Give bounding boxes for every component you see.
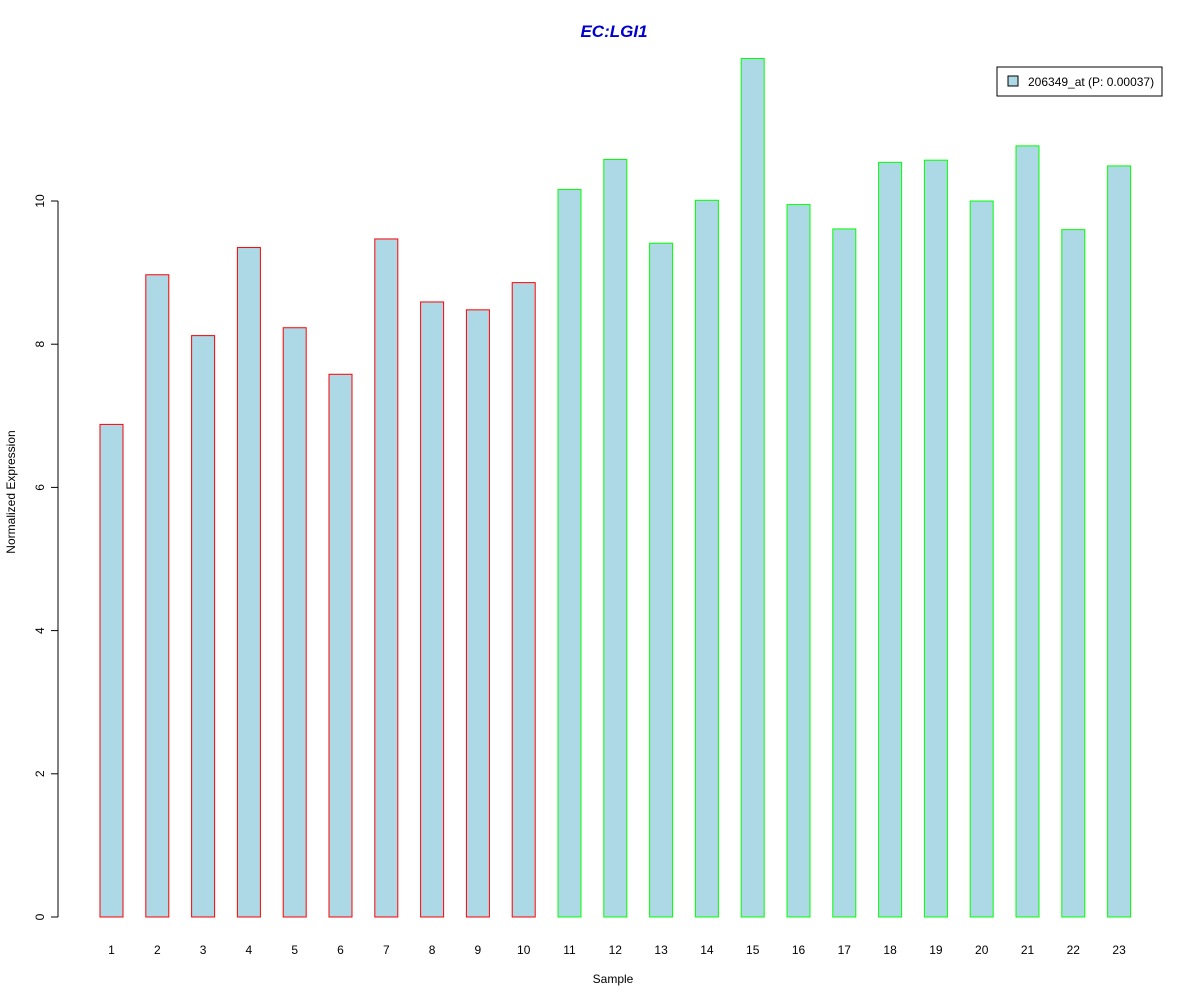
x-tick-label: 15	[746, 943, 760, 957]
bars-group	[99, 58, 1132, 918]
chart-title: EC:LGI1	[580, 22, 647, 41]
bar	[923, 159, 948, 918]
y-tick-label: 2	[33, 770, 47, 777]
x-tick-label: 11	[563, 943, 576, 957]
bar	[191, 335, 216, 918]
bar	[1061, 229, 1086, 918]
y-tick-label: 0	[33, 913, 47, 920]
bar	[420, 301, 445, 918]
bar	[557, 189, 582, 918]
bar	[511, 282, 536, 918]
bar	[878, 161, 903, 918]
x-tick-label: 1	[108, 943, 115, 957]
bar	[1015, 145, 1040, 918]
bar	[465, 309, 490, 918]
bar	[832, 228, 857, 918]
bar	[374, 238, 399, 918]
x-tick-label: 7	[383, 943, 390, 957]
y-tick-label: 6	[33, 484, 47, 491]
legend-box	[996, 66, 1163, 97]
y-axis-label: Normalized Expression	[4, 430, 18, 553]
legend: 206349_at (P: 0.00037)	[996, 66, 1163, 97]
y-tick-label: 8	[33, 341, 47, 348]
bar	[236, 247, 261, 918]
x-tick-label: 21	[1021, 943, 1035, 957]
x-tick-label: 6	[337, 943, 344, 957]
bar	[328, 373, 353, 918]
bar	[649, 242, 674, 918]
x-tick-label: 12	[609, 943, 623, 957]
bar	[1107, 165, 1132, 918]
x-tick-label: 18	[883, 943, 897, 957]
bar	[145, 274, 170, 918]
x-tick-label: 16	[792, 943, 806, 957]
x-tick-label: 13	[654, 943, 668, 957]
bar	[786, 204, 811, 918]
x-tick-label: 8	[429, 943, 436, 957]
x-tick-label: 4	[246, 943, 253, 957]
bar	[99, 423, 124, 918]
x-tick-label: 22	[1067, 943, 1081, 957]
bar	[740, 58, 765, 918]
bar	[694, 199, 719, 918]
x-tick-label: 17	[838, 943, 852, 957]
legend-label: 206349_at (P: 0.00037)	[1028, 75, 1154, 89]
bar	[603, 158, 628, 918]
x-tick-label: 3	[200, 943, 207, 957]
x-tick-label: 19	[929, 943, 943, 957]
x-tick-label: 14	[700, 943, 714, 957]
legend-swatch	[1007, 75, 1019, 87]
y-tick-label: 4	[33, 627, 47, 634]
x-tick-labels: 1 2 3 4 5 6 7 8 9 10 11 12 13 14 15 16 17 18 19 20 21 22 23	[108, 943, 1126, 957]
x-tick-label: 9	[475, 943, 482, 957]
bar	[282, 327, 307, 918]
y-tick-label: 10	[33, 194, 47, 208]
bar	[969, 200, 994, 918]
x-tick-label: 23	[1112, 943, 1126, 957]
x-tick-label: 2	[154, 943, 161, 957]
y-axis: 0 2 4 6 8 10	[33, 194, 59, 920]
x-tick-label: 5	[291, 943, 298, 957]
x-tick-label: 10	[517, 943, 531, 957]
x-tick-label: 20	[975, 943, 989, 957]
x-axis-label: Sample	[593, 972, 634, 986]
